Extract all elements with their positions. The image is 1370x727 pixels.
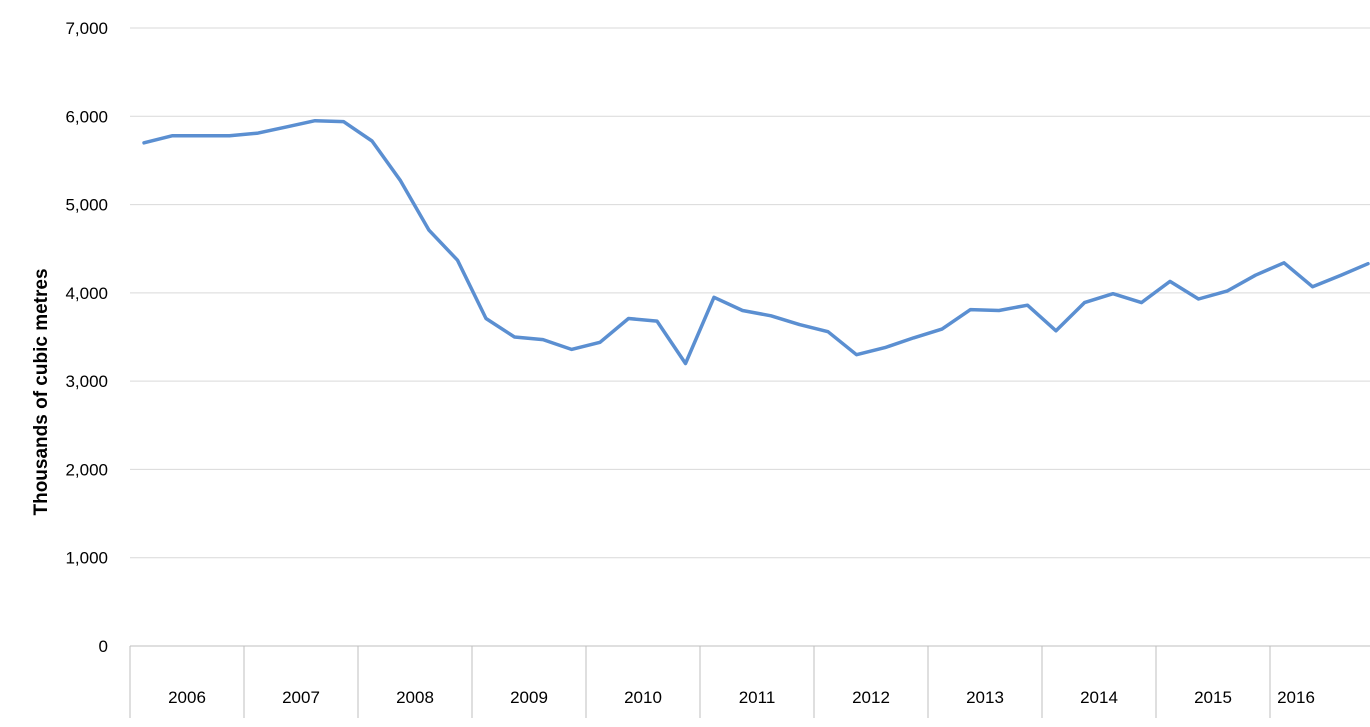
x-tick-label: 2016 bbox=[1277, 688, 1315, 707]
x-tick-label: 2010 bbox=[624, 688, 662, 707]
series-line bbox=[142, 118, 1370, 366]
y-tick-label: 4,000 bbox=[65, 284, 108, 303]
x-tick-label: 2007 bbox=[282, 688, 320, 707]
y-tick-label: 5,000 bbox=[65, 196, 108, 215]
y-tick-label: 0 bbox=[99, 637, 108, 656]
x-tick-label: 2014 bbox=[1080, 688, 1118, 707]
y-tick-label: 3,000 bbox=[65, 372, 108, 391]
gridlines bbox=[130, 27, 1370, 559]
y-tick-label: 1,000 bbox=[65, 549, 108, 568]
y-tick-label: 2,000 bbox=[65, 460, 108, 479]
x-tick-label: 2011 bbox=[739, 688, 776, 707]
x-tick-label: 2008 bbox=[396, 688, 434, 707]
x-tick-label: 2006 bbox=[168, 688, 206, 707]
y-tick-label: 7,000 bbox=[65, 19, 108, 38]
x-tick-label: 2009 bbox=[510, 688, 548, 707]
y-tick-labels: 0 1,000 2,000 3,000 4,000 5,000 6,000 7,000 bbox=[65, 19, 108, 656]
x-tick-label: 2015 bbox=[1194, 688, 1232, 707]
x-tick-label: 2012 bbox=[852, 688, 890, 707]
x-axis: 2006 2007 2008 2009 2010 2011 2012 2013 2014 2015… bbox=[129, 645, 1370, 718]
x-tick-label: 2013 bbox=[966, 688, 1004, 707]
y-tick-label: 6,000 bbox=[65, 107, 108, 126]
series-layer bbox=[142, 118, 1370, 366]
y-axis-title: Thousands of cubic metres bbox=[31, 268, 52, 515]
